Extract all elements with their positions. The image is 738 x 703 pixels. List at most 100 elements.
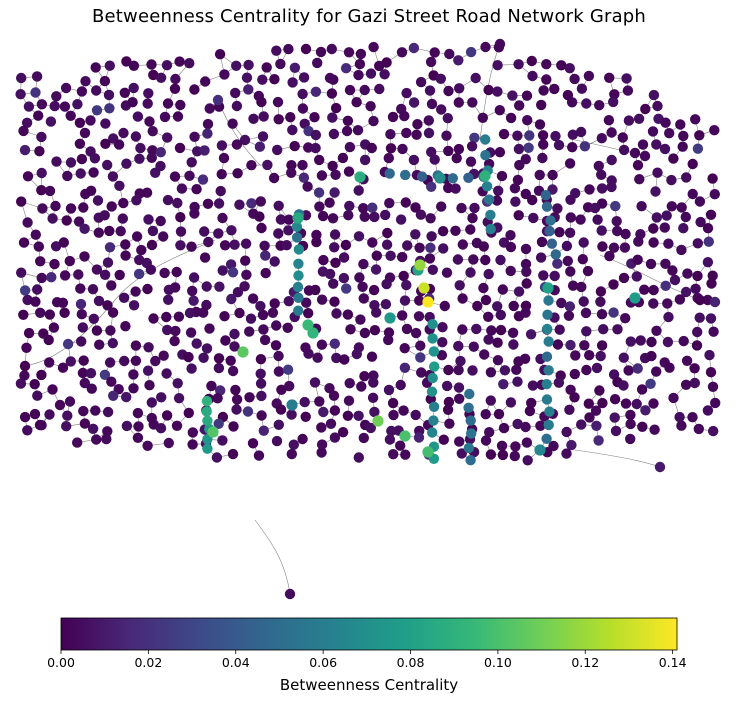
graph-node	[176, 183, 188, 194]
graph-node	[133, 421, 144, 432]
graph-node	[651, 325, 662, 336]
graph-node	[338, 252, 350, 263]
graph-node	[676, 202, 687, 213]
graph-node	[155, 215, 166, 227]
graph-node	[259, 240, 270, 251]
graph-node	[90, 62, 101, 73]
graph-node	[328, 278, 339, 289]
graph-node	[43, 334, 54, 346]
graph-node	[442, 113, 453, 124]
graph-node	[566, 439, 577, 451]
graph-node	[692, 270, 703, 282]
graph-node	[604, 250, 615, 262]
graph-node	[513, 143, 525, 155]
graph-node	[215, 185, 226, 197]
graph-node	[595, 296, 606, 307]
graph-node	[368, 284, 380, 296]
graph-node	[104, 225, 115, 237]
graph-node	[366, 142, 377, 154]
graph-node	[513, 59, 524, 70]
graph-node	[505, 112, 517, 124]
graph-node	[564, 62, 575, 74]
graph-node	[303, 308, 314, 319]
graph-node	[590, 405, 602, 416]
graph-node	[330, 257, 341, 268]
graph-node	[480, 150, 491, 161]
graph-node	[161, 368, 172, 379]
graph-node	[681, 172, 692, 183]
graph-node	[416, 367, 427, 378]
graph-node	[155, 147, 166, 158]
graph-node	[664, 128, 675, 139]
graph-node	[537, 152, 548, 164]
graph-node	[709, 125, 720, 136]
graph-node	[374, 83, 385, 95]
graph-node	[415, 340, 426, 351]
graph-node	[47, 384, 58, 395]
graph-node	[273, 366, 285, 377]
graph-node	[260, 267, 271, 279]
graph-node	[106, 280, 117, 291]
graph-node	[49, 100, 60, 112]
graph-node	[606, 154, 617, 166]
graph-node	[547, 169, 558, 181]
graph-node	[703, 236, 714, 247]
graph-node	[512, 130, 523, 141]
graph-node	[286, 409, 297, 420]
graph-node	[509, 450, 520, 462]
graph-node	[170, 73, 181, 85]
graph-node	[522, 455, 533, 466]
graph-node	[259, 334, 271, 346]
graph-node	[326, 88, 338, 99]
graph-node	[103, 89, 115, 101]
graph-node	[88, 167, 99, 178]
graph-node	[76, 86, 88, 97]
graph-node	[578, 237, 589, 248]
graph-node	[131, 195, 142, 206]
graph-node	[583, 398, 594, 409]
graph-node	[185, 327, 197, 338]
graph-node	[690, 283, 701, 294]
graph-node	[201, 395, 213, 407]
graph-node	[204, 103, 215, 114]
graph-node	[465, 46, 477, 58]
graph-node	[343, 395, 355, 406]
graph-node	[415, 352, 426, 363]
graph-node	[197, 174, 209, 185]
graph-node	[75, 283, 86, 294]
graph-node	[625, 433, 636, 445]
graph-node	[651, 139, 662, 150]
graph-node	[287, 77, 298, 88]
graph-node	[429, 47, 440, 58]
graph-node	[541, 74, 552, 85]
graph-node	[272, 144, 283, 156]
graph-node	[174, 142, 186, 154]
graph-node	[526, 55, 537, 67]
graph-node	[217, 212, 228, 224]
graph-node	[51, 156, 62, 167]
graph-node	[324, 197, 335, 208]
graph-node	[480, 134, 491, 145]
graph-node	[329, 229, 341, 240]
graph-node	[344, 378, 355, 389]
graph-node	[465, 224, 476, 235]
graph-node	[480, 254, 491, 266]
graph-node	[145, 264, 157, 275]
graph-node	[541, 379, 552, 390]
graph-node	[505, 241, 517, 253]
graph-node	[648, 89, 660, 101]
graph-node	[258, 324, 269, 335]
graph-node	[652, 167, 663, 178]
graph-node	[593, 435, 604, 446]
graph-node	[75, 168, 86, 179]
graph-node	[257, 74, 268, 85]
graph-node	[666, 201, 677, 212]
graph-node	[451, 153, 462, 164]
graph-node	[228, 421, 239, 432]
graph-node	[59, 270, 71, 281]
graph-node	[608, 279, 619, 290]
graph-node	[78, 202, 89, 213]
graph-node	[520, 243, 532, 255]
graph-node	[76, 309, 88, 320]
graph-node	[541, 58, 552, 70]
